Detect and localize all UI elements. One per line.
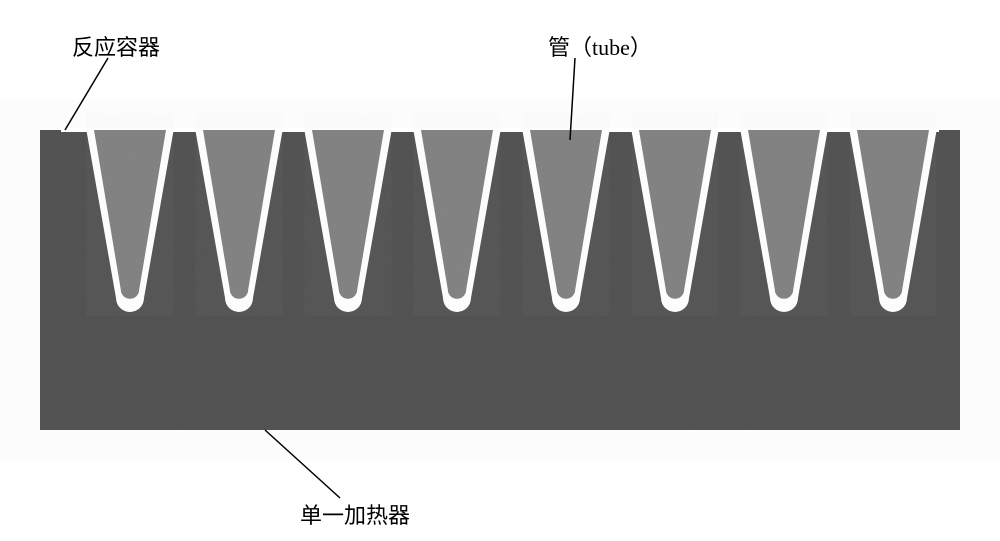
heater-noise [40, 130, 960, 430]
heater-diagram [0, 0, 1000, 541]
